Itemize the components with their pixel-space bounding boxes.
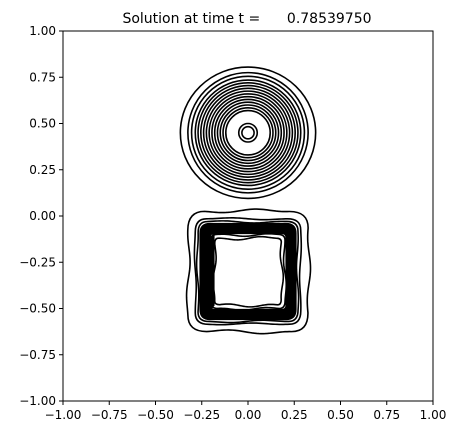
square-contour [185, 208, 312, 335]
x-tick-label: −0.50 [137, 408, 174, 422]
circle-contour [187, 71, 309, 194]
circle-contour [216, 101, 280, 165]
x-tick-label: 1.00 [420, 408, 447, 422]
circle-contour [219, 104, 277, 162]
y-tick-label: −0.75 [19, 348, 56, 362]
y-tick-label: 1.00 [29, 24, 56, 38]
square-contour [212, 235, 285, 308]
y-tick-label: −0.25 [19, 255, 56, 269]
y-tick-label: −1.00 [19, 394, 56, 408]
circle-contour [179, 66, 317, 200]
circle-contour [200, 84, 296, 181]
plot-area [179, 66, 317, 335]
y-tick-label: 0.50 [29, 117, 56, 131]
x-tick-label: 0.25 [281, 408, 308, 422]
circle-contour [213, 98, 283, 167]
square-dense-band [199, 222, 297, 321]
chart-title: Solution at time t = 0.78539750 [122, 11, 371, 27]
square-contour [193, 217, 303, 326]
square-contour [195, 220, 300, 324]
x-tick-label: 0.00 [235, 408, 262, 422]
circle-contour [241, 125, 255, 140]
x-tick-label: −1.00 [45, 408, 82, 422]
y-tick-label: 0.75 [29, 70, 56, 84]
y-tick-label: 0.00 [29, 209, 56, 223]
y-tick-label: 0.25 [29, 163, 56, 177]
y-axis: −1.00 −0.75 −0.50 −0.25 0.00 0.25 0.50 0.75 1.00 [19, 24, 63, 408]
circle-contour [225, 109, 272, 156]
x-tick-label: 0.75 [373, 408, 400, 422]
circle-contour [211, 95, 285, 170]
circle-contour [222, 106, 274, 159]
circle-contour [190, 75, 306, 190]
x-tick-label: −0.75 [91, 408, 128, 422]
square-contour [208, 232, 288, 312]
circle-contour [194, 79, 302, 187]
circle-contour [197, 82, 299, 184]
x-axis: −1.00 −0.75 −0.50 −0.25 0.00 0.25 0.50 0.75 1.00 [45, 401, 447, 422]
y-tick-label: −0.50 [19, 302, 56, 316]
x-tick-label: 0.50 [327, 408, 354, 422]
circle-contour [202, 87, 294, 178]
circle-contour [205, 90, 291, 176]
x-tick-label: −0.25 [183, 408, 220, 422]
circle-contour [237, 122, 259, 143]
plot-frame [62, 30, 434, 402]
circle-contour [208, 93, 288, 173]
